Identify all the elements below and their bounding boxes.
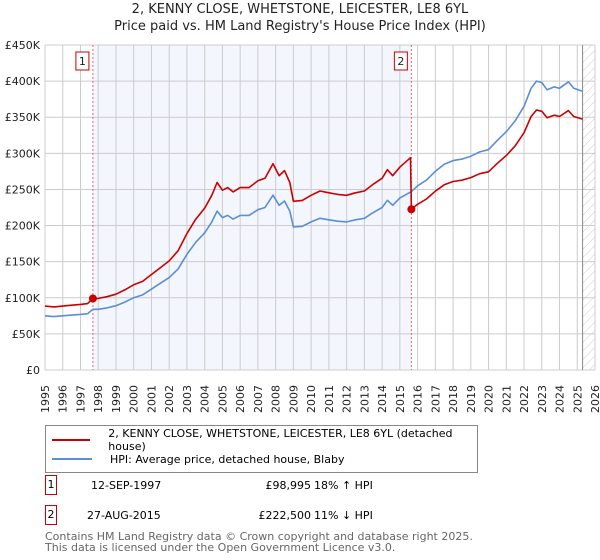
x-tick-label: 2025 (571, 385, 584, 413)
sale-label-box (393, 51, 408, 71)
x-tick-label: 2004 (199, 385, 212, 413)
x-tick-label: 1997 (74, 385, 87, 413)
chart-subtitle: Price paid vs. HM Land Registry's House … (114, 19, 486, 34)
x-tick-label: 2021 (500, 385, 513, 413)
x-tick-label: 1995 (39, 385, 52, 413)
sale-point (407, 205, 416, 214)
x-tick-label: 2020 (483, 385, 496, 413)
x-tick-label: 2007 (252, 385, 265, 413)
chart-legend: 2, KENNY CLOSE, WHETSTONE, LEICESTER, LE… (45, 425, 478, 473)
x-tick-label: 2024 (554, 385, 567, 413)
x-tick-label: 2005 (216, 385, 229, 413)
y-tick-label: £250K (5, 183, 41, 196)
x-tick-label: 2008 (270, 385, 283, 413)
x-tick-label: 2012 (341, 385, 354, 413)
x-tick-label: 2013 (358, 385, 371, 413)
transaction-price: £98,995 (265, 479, 312, 492)
footer-line: Contains HM Land Registry data © Crown c… (45, 530, 473, 543)
legend-item-property: 2, KENNY CLOSE, WHETSTONE, LEICESTER, LE… (52, 427, 477, 453)
x-tick-label: 2016 (412, 385, 425, 413)
transaction-price: £222,500 (258, 509, 312, 522)
x-tick-label: 1999 (110, 385, 123, 413)
transaction-hpi-diff: 11% ↓ HPI (314, 509, 373, 522)
sale-marker-badge: 2 (45, 505, 57, 525)
price-chart: 1995 1996 1997 1998 1999 2000 2001 2002 2003 2004… (5, 39, 600, 413)
x-tick-label: 1998 (92, 385, 105, 413)
legend-swatch-red (52, 439, 91, 441)
sale-label-box (75, 51, 90, 71)
x-tick-label: 2006 (234, 385, 247, 413)
sale-marker-badge: 1 (45, 475, 57, 495)
x-tick-label: 2009 (287, 385, 300, 413)
transaction-date: 12-SEP-1997 (91, 479, 162, 492)
y-tick-label: £150K (5, 256, 41, 269)
x-tick-label: 2014 (376, 385, 389, 413)
footer-line: This data is licensed under the Open Gov… (45, 541, 396, 554)
x-tick-label: 2019 (465, 385, 478, 413)
hpi-line (44, 80, 583, 318)
x-tick-label: 2011 (323, 385, 336, 413)
transaction-row: 1 12-SEP-1997 £98,995 18% ↑ HPI (45, 475, 445, 497)
y-tick-label: £350K (5, 111, 41, 124)
x-tick-label: 2023 (536, 385, 549, 413)
x-tick-label: 2018 (447, 385, 460, 413)
property-price-line (44, 109, 583, 308)
x-tick-label: 2003 (181, 385, 194, 413)
x-tick-label: 2015 (394, 385, 407, 413)
y-tick-label: £450K (5, 39, 41, 52)
y-tick-label: £50K (12, 328, 41, 341)
forecast-hatch (582, 45, 595, 370)
sale-point (88, 294, 97, 303)
transaction-row: 2 27-AUG-2015 £222,500 11% ↓ HPI (45, 505, 445, 527)
y-tick-label: £400K (5, 75, 41, 88)
legend-item-hpi: HPI: Average price, detached house, Blab… (52, 451, 344, 467)
sale-label: 1 (79, 55, 86, 68)
legend-label: 2, KENNY CLOSE, WHETSTONE, LEICESTER, LE… (108, 427, 453, 453)
x-tick-label: 2010 (305, 385, 318, 413)
x-tick-label: 2000 (128, 385, 141, 413)
x-tick-label: 2002 (163, 385, 176, 413)
transaction-date: 27-AUG-2015 (87, 509, 161, 522)
y-tick-label: £0 (26, 364, 40, 377)
footer-attribution: Contains HM Land Registry data © Crown c… (45, 531, 473, 553)
y-tick-label: £200K (5, 220, 41, 233)
transaction-hpi-diff: 18% ↑ HPI (314, 479, 373, 492)
ownership-period-shading (92, 45, 412, 370)
sale-label: 2 (397, 55, 404, 68)
x-tick-label: 1996 (57, 385, 70, 413)
x-tick-label: 2001 (145, 385, 158, 413)
x-tick-label: 2022 (518, 385, 531, 413)
chart-title: 2, KENNY CLOSE, WHETSTONE, LEICESTER, LE… (131, 2, 469, 17)
legend-swatch-blue (52, 458, 92, 460)
legend-label: HPI: Average price, detached house, Blab… (110, 452, 345, 466)
y-tick-label: £300K (5, 147, 41, 160)
x-tick-label: 2026 (589, 385, 600, 413)
y-tick-label: £100K (5, 292, 41, 305)
x-tick-label: 2017 (429, 385, 442, 413)
